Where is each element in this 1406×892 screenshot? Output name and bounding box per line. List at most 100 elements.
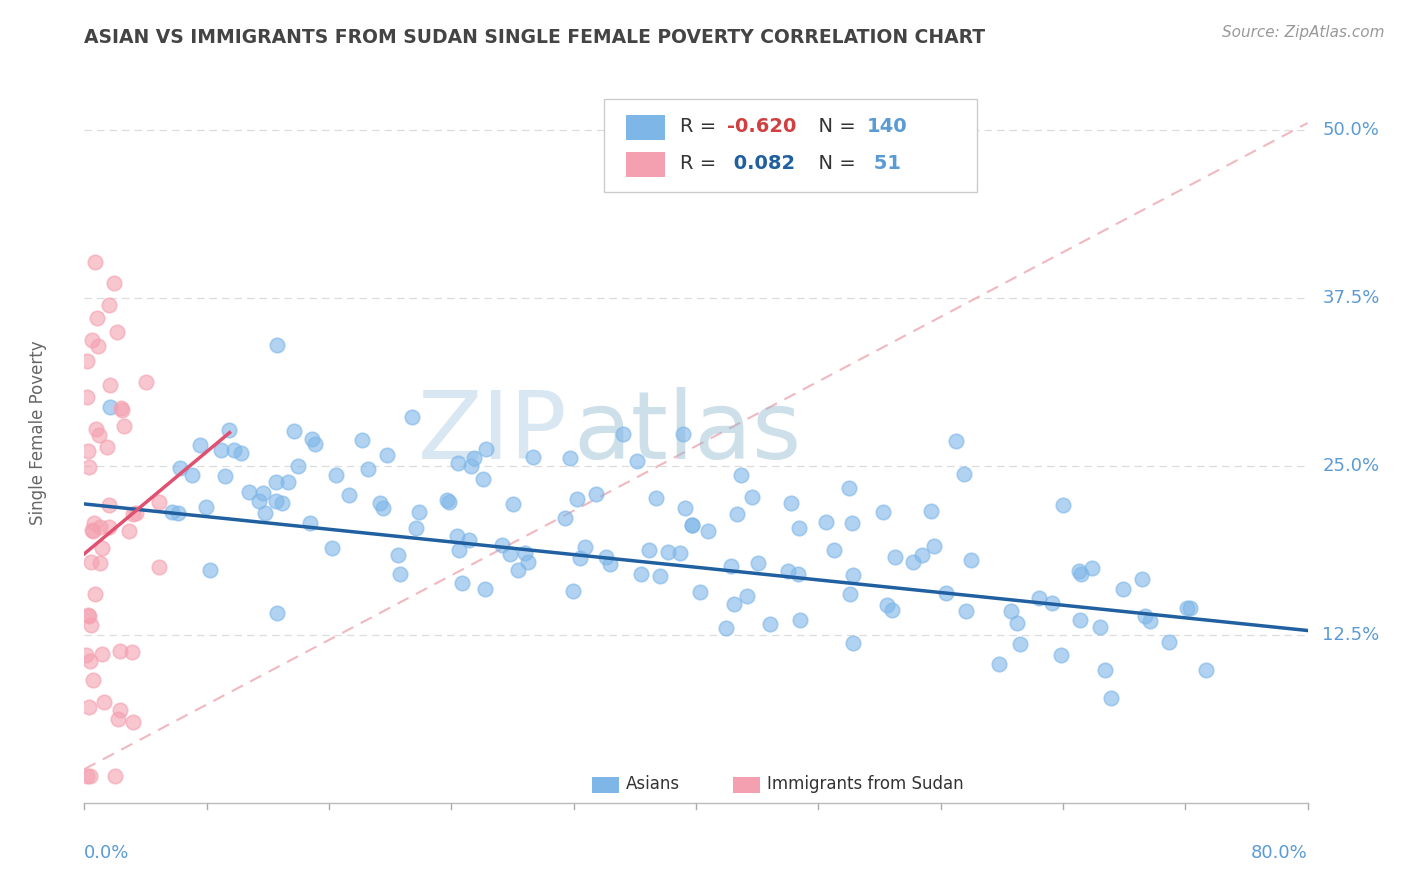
Point <box>337 488 360 502</box>
Point <box>841 516 863 531</box>
Point <box>110 402 132 417</box>
Point <box>87 428 110 442</box>
Point <box>76 769 98 783</box>
Point <box>872 505 894 519</box>
Point <box>82 524 104 539</box>
Point <box>125 506 148 520</box>
Point <box>110 644 132 658</box>
Point <box>104 769 127 783</box>
Point <box>901 556 924 570</box>
Point <box>681 518 703 533</box>
Text: 50.0%: 50.0% <box>1322 120 1379 139</box>
Point <box>1090 620 1112 634</box>
Point <box>1081 560 1104 574</box>
Text: 51: 51 <box>868 154 901 173</box>
Point <box>451 575 474 590</box>
Point <box>82 673 104 688</box>
Point <box>160 504 183 518</box>
Point <box>80 617 103 632</box>
Point <box>371 500 394 515</box>
Point <box>723 597 745 611</box>
Point <box>238 485 260 500</box>
Point <box>585 487 607 501</box>
Point <box>108 703 131 717</box>
Point <box>350 433 373 447</box>
Point <box>1157 635 1180 649</box>
Point <box>79 608 101 623</box>
Point <box>516 555 538 569</box>
Point <box>447 543 470 558</box>
Text: R =: R = <box>681 154 723 173</box>
Point <box>439 494 461 508</box>
Point <box>77 608 100 623</box>
Point <box>735 589 758 603</box>
Point <box>988 657 1011 671</box>
Point <box>93 695 115 709</box>
Point <box>599 557 621 571</box>
Point <box>86 422 108 436</box>
Point <box>502 497 524 511</box>
Point <box>475 442 498 456</box>
Point <box>650 568 672 582</box>
Point <box>920 504 942 518</box>
Point <box>214 468 236 483</box>
Point <box>952 467 974 481</box>
Point <box>80 333 103 347</box>
Point <box>368 496 391 510</box>
FancyBboxPatch shape <box>605 99 977 192</box>
Point <box>513 546 536 560</box>
Point <box>79 769 101 783</box>
Point <box>135 375 157 389</box>
Point <box>298 516 321 530</box>
Point <box>357 462 380 476</box>
Point <box>447 456 470 470</box>
Point <box>741 490 763 504</box>
Text: 0.082: 0.082 <box>727 154 794 173</box>
Text: Single Female Poverty: Single Female Poverty <box>30 341 46 524</box>
Point <box>463 450 485 465</box>
Point <box>1194 663 1216 677</box>
Point <box>84 587 107 601</box>
Text: 37.5%: 37.5% <box>1322 289 1379 307</box>
Point <box>387 548 409 562</box>
Point <box>148 494 170 508</box>
Point <box>922 539 945 553</box>
Point <box>1112 582 1135 596</box>
Point <box>1040 596 1063 610</box>
Point <box>91 647 114 661</box>
Text: 25.0%: 25.0% <box>1322 458 1379 475</box>
Point <box>508 563 530 577</box>
Point <box>118 524 141 539</box>
Point <box>882 603 904 617</box>
Point <box>408 505 430 519</box>
Point <box>110 401 132 416</box>
Point <box>98 378 121 392</box>
Text: Source: ZipAtlas.com: Source: ZipAtlas.com <box>1222 25 1385 40</box>
Point <box>79 654 101 668</box>
Point <box>491 538 513 552</box>
Point <box>1139 614 1161 628</box>
Point <box>1008 637 1031 651</box>
Point <box>1099 691 1122 706</box>
Point <box>83 516 105 530</box>
Point <box>789 521 811 535</box>
Point <box>1028 591 1050 606</box>
Point <box>657 545 679 559</box>
Point <box>264 475 287 489</box>
Point <box>375 448 398 462</box>
Point <box>637 543 659 558</box>
Point <box>669 546 692 560</box>
Point <box>876 599 898 613</box>
Point <box>247 494 270 508</box>
Text: Immigrants from Sudan: Immigrants from Sudan <box>766 774 963 793</box>
Point <box>499 547 522 561</box>
Point <box>595 550 617 565</box>
Point <box>558 450 581 465</box>
Point <box>644 491 666 506</box>
Point <box>76 444 98 458</box>
Point <box>80 555 103 569</box>
Point <box>630 566 652 581</box>
Text: 12.5%: 12.5% <box>1322 625 1379 643</box>
Point <box>166 506 188 520</box>
Point <box>780 496 803 510</box>
